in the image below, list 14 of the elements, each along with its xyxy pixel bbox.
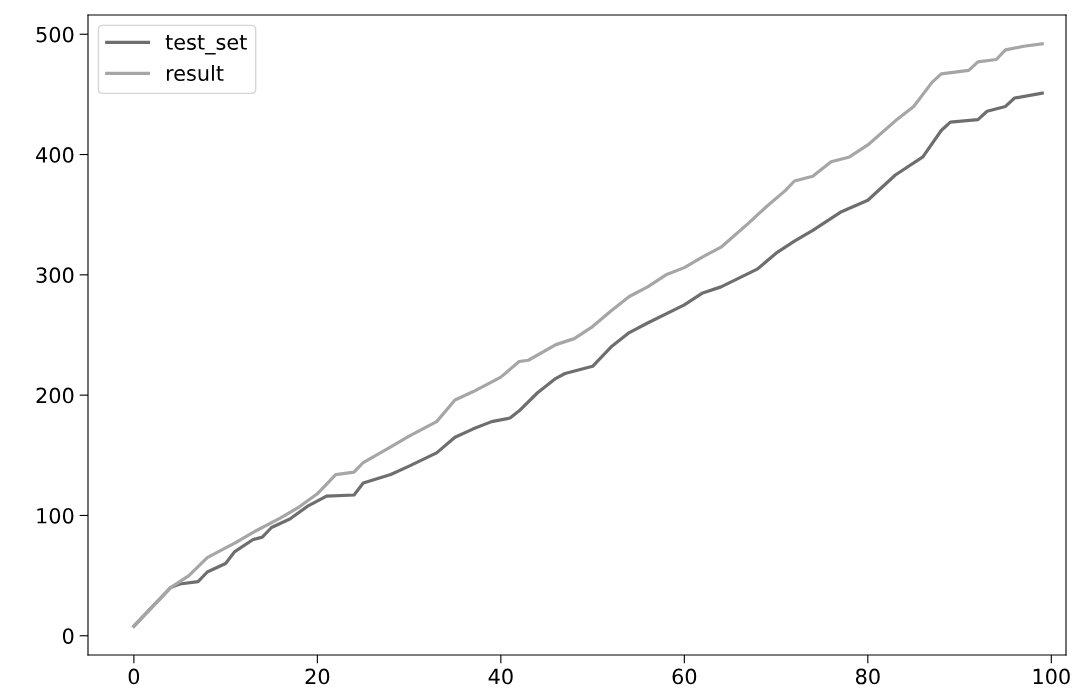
y-tick-label: 0: [62, 628, 74, 644]
legend-label: test_set: [165, 34, 247, 55]
x-tick-label: 100: [1033, 668, 1070, 685]
x-tick-label: 0: [128, 668, 140, 685]
y-tick-label: 100: [37, 507, 74, 524]
y-tick-label: 300: [36, 267, 74, 284]
y-tick-label: 500: [36, 26, 74, 43]
y-tick-label: 200: [36, 387, 74, 404]
x-tick-label: 60: [672, 668, 697, 685]
x-tick-label: 20: [305, 668, 330, 685]
x-tick-label: 40: [488, 668, 513, 685]
x-tick-label: 80: [855, 668, 880, 685]
y-tick-label: 400: [36, 147, 74, 163]
legend-label: result: [166, 64, 224, 82]
